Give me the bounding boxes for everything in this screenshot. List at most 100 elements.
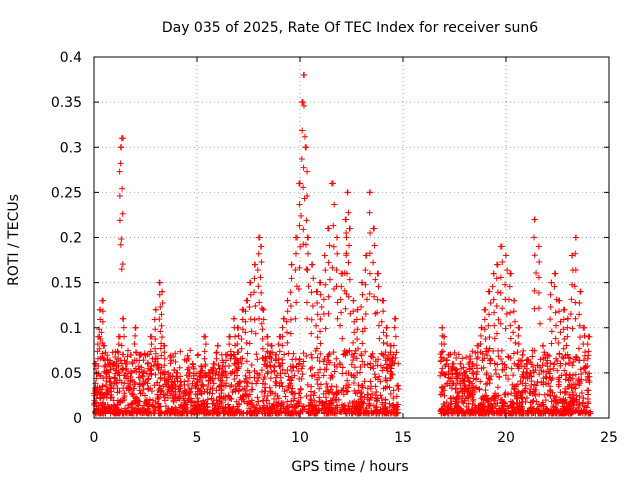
- data-point: [273, 374, 280, 381]
- data-point: [547, 291, 554, 298]
- data-point: [473, 362, 480, 369]
- data-point: [367, 229, 374, 236]
- data-point: [234, 340, 241, 347]
- data-point-noise: [233, 398, 240, 405]
- data-point: [176, 388, 183, 395]
- data-point-noise: [346, 399, 353, 406]
- data-point: [235, 332, 242, 339]
- data-point-peak: [585, 333, 592, 340]
- data-point: [119, 261, 126, 268]
- data-point-noise: [321, 409, 328, 416]
- data-point: [172, 382, 179, 389]
- data-point: [99, 318, 106, 325]
- data-point-noise: [339, 370, 346, 377]
- data-point-peak: [494, 261, 501, 268]
- data-point-noise: [169, 373, 176, 380]
- data-point-noise: [486, 376, 493, 383]
- data-point: [285, 350, 292, 357]
- data-point-noise: [251, 404, 258, 411]
- data-point-peak: [540, 342, 547, 349]
- data-point-noise: [220, 404, 227, 411]
- data-point: [300, 164, 307, 171]
- data-point: [94, 341, 101, 348]
- data-point-peak: [577, 288, 584, 295]
- data-point: [231, 360, 238, 367]
- data-point-peak: [523, 360, 530, 367]
- data-point-noise: [124, 353, 131, 360]
- data-point: [569, 281, 576, 288]
- data-point-noise: [265, 410, 272, 417]
- data-point: [473, 375, 480, 382]
- data-point: [510, 329, 517, 336]
- data-point-peak: [210, 360, 217, 367]
- data-point-noise: [303, 352, 310, 359]
- data-point-peak: [383, 324, 390, 331]
- data-point-noise: [255, 374, 262, 381]
- data-point-peak: [490, 270, 497, 277]
- data-point-noise: [358, 382, 365, 389]
- y-tick-label: 0.4: [60, 50, 82, 66]
- data-point: [464, 388, 471, 395]
- data-point-noise: [167, 360, 174, 367]
- data-point: [387, 349, 394, 356]
- data-point: [135, 363, 142, 370]
- data-point-peak: [123, 360, 130, 367]
- data-point-noise: [187, 408, 194, 415]
- data-point-noise: [540, 410, 547, 417]
- data-point: [380, 308, 387, 315]
- data-point: [557, 318, 564, 325]
- data-point: [99, 350, 106, 357]
- data-point: [215, 375, 222, 382]
- data-point: [100, 355, 107, 362]
- data-point-noise: [570, 372, 577, 379]
- data-point-noise: [285, 373, 292, 380]
- data-point: [156, 291, 163, 298]
- data-point-peak: [206, 369, 213, 376]
- data-point-noise: [112, 354, 119, 361]
- data-point: [140, 377, 147, 384]
- data-point-noise: [272, 390, 279, 397]
- data-point: [448, 365, 455, 372]
- data-point: [510, 350, 517, 357]
- data-point-noise: [291, 372, 298, 379]
- data-point: [387, 375, 394, 382]
- data-point-noise: [492, 393, 499, 400]
- data-point: [354, 335, 361, 342]
- data-point: [287, 303, 294, 309]
- data-point-noise: [366, 402, 373, 409]
- data-point: [287, 316, 294, 323]
- data-point: [491, 335, 498, 342]
- data-point-noise: [487, 400, 494, 407]
- data-point: [234, 357, 241, 364]
- data-point-noise: [485, 404, 492, 411]
- data-point: [281, 351, 288, 358]
- data-point-noise: [395, 385, 402, 392]
- data-point-noise: [367, 364, 374, 371]
- data-point: [376, 322, 383, 329]
- data-point-noise: [361, 394, 368, 401]
- data-point-noise: [94, 384, 101, 391]
- data-point: [239, 355, 246, 362]
- data-point-noise: [502, 391, 509, 398]
- data-point: [502, 325, 509, 332]
- data-point: [464, 395, 471, 402]
- data-point-noise: [96, 394, 103, 401]
- data-point-noise: [525, 407, 532, 414]
- data-point: [209, 370, 216, 377]
- data-point-noise: [297, 385, 304, 392]
- data-point-noise: [209, 410, 216, 417]
- data-point-noise: [578, 371, 585, 378]
- data-point: [544, 357, 551, 364]
- data-point: [114, 348, 121, 355]
- data-point: [481, 326, 488, 333]
- data-point-noise: [462, 382, 469, 389]
- data-point: [213, 349, 220, 356]
- data-point: [359, 340, 366, 347]
- data-point-noise: [329, 373, 336, 380]
- data-point-noise: [576, 382, 583, 389]
- data-point: [96, 345, 103, 352]
- data-point-noise: [551, 361, 558, 368]
- data-point-noise: [488, 409, 495, 416]
- data-point-noise: [485, 375, 492, 382]
- data-point: [209, 385, 216, 392]
